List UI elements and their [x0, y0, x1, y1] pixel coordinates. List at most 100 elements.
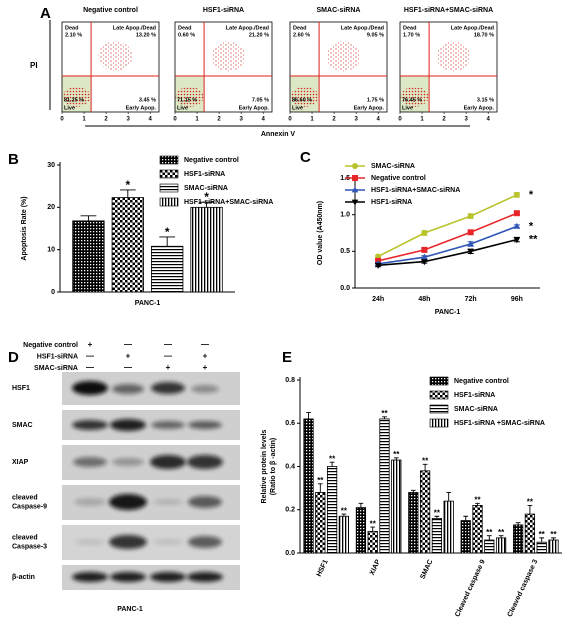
band	[112, 384, 144, 394]
significance: **	[370, 519, 377, 528]
error-bar	[486, 535, 492, 541]
bar	[460, 520, 471, 554]
marker	[467, 240, 474, 247]
error-bar	[317, 483, 323, 493]
x-tick-label: SMAC	[419, 559, 434, 581]
bar	[419, 470, 431, 554]
error-bar	[498, 535, 504, 538]
error-bar	[306, 411, 311, 419]
protein-label: cleaved	[12, 534, 38, 541]
x-tick-label: 4	[377, 117, 381, 123]
quadrant-name: Late Apop./Dead	[341, 25, 384, 31]
quadrant-value: 13.20 %	[136, 32, 156, 38]
flow-cluster	[211, 41, 246, 72]
protein-label: SMAC	[12, 422, 33, 429]
bar	[355, 507, 367, 554]
panel-label: A	[40, 5, 51, 22]
significance: **	[550, 530, 557, 539]
error-bar	[382, 416, 387, 419]
x-tick-label: 24h	[372, 296, 384, 303]
quadrant-name: Live	[292, 105, 303, 111]
x-tick-label: 96h	[511, 296, 523, 303]
band	[110, 419, 146, 431]
marker	[421, 253, 428, 260]
x-tick-label: XIAP	[369, 558, 382, 576]
y-tick-label: 0.0	[285, 550, 295, 557]
y-axis-label: PI	[30, 61, 38, 70]
bar	[303, 418, 314, 554]
error-bar	[341, 513, 347, 517]
x-tick-label: 3	[464, 117, 468, 123]
treatment-sign: —	[86, 363, 94, 372]
marker	[513, 222, 521, 229]
bar	[391, 459, 402, 554]
significance: **	[341, 506, 348, 515]
x-tick-label: HSF1	[316, 559, 330, 578]
quadrant-value: 76.45 %	[402, 97, 422, 103]
quadrant-name: Early Apop.	[126, 105, 157, 111]
y-axis-label: Relative protein levels	[261, 429, 268, 503]
band	[191, 385, 219, 393]
band	[153, 539, 183, 545]
flow-cluster	[290, 86, 319, 107]
error-bar	[198, 201, 215, 208]
error-bar	[551, 537, 556, 541]
y-axis-label: Apoptosis Rate (%)	[21, 196, 28, 260]
error-bar	[539, 537, 545, 543]
quadrant-name: Dead	[403, 25, 416, 31]
quadrant-name: Early Apop.	[239, 105, 270, 111]
band	[109, 494, 147, 510]
treatment-label: Negative control	[23, 342, 78, 349]
band	[73, 457, 107, 467]
quadrant-name: Early Apop.	[354, 105, 385, 111]
flow-frame	[289, 21, 388, 113]
x-tick-label: 1	[420, 117, 424, 123]
protein-label: Caspase-9	[12, 503, 47, 510]
y-tick-label: 1.0	[340, 212, 350, 219]
legend-label: SMAC-siRNA	[454, 406, 498, 413]
quadrant-name: Live	[402, 105, 413, 111]
band	[188, 421, 222, 429]
legend-marker	[351, 186, 359, 193]
flow-cluster	[62, 86, 91, 107]
band	[110, 572, 146, 582]
treatment-label: HSF1-siRNA	[37, 353, 78, 360]
treatment-sign: +	[126, 352, 131, 361]
western-blot	[62, 372, 240, 590]
error-bar	[434, 515, 440, 519]
band	[151, 382, 185, 394]
x-tick-label: PANC-1	[135, 300, 161, 307]
y-tick-label: 0.0	[340, 285, 350, 292]
marker	[467, 248, 474, 255]
flow-frame	[399, 21, 498, 113]
bar	[190, 206, 223, 293]
error-bar	[475, 502, 480, 506]
marker	[374, 262, 382, 269]
significance: **	[539, 530, 546, 539]
legend-swatch	[159, 155, 179, 165]
error-bar	[80, 215, 97, 221]
band	[188, 496, 222, 508]
x-tick-label: 1	[310, 117, 314, 123]
y-tick-label: 20	[47, 204, 55, 211]
band	[150, 572, 186, 582]
quadrant-value: 1.70 %	[403, 32, 420, 38]
bar	[111, 197, 144, 293]
significance: **	[527, 498, 534, 507]
legend-label: HSF1-siRNA+SMAC-siRNA	[371, 187, 460, 194]
quadrant-name: Late Apop./Dead	[451, 25, 494, 31]
band	[72, 420, 108, 430]
flow-cluster	[98, 41, 133, 72]
line	[377, 194, 518, 258]
significance: **	[486, 528, 493, 537]
bar	[472, 505, 483, 554]
error-bar	[527, 504, 533, 515]
band	[74, 498, 106, 506]
bar	[151, 245, 184, 293]
protein-label: HSF1	[12, 385, 30, 392]
x-tick-label: 2	[332, 117, 336, 123]
significance: **	[422, 457, 429, 466]
bar	[548, 539, 559, 554]
protein-label: cleaved	[12, 494, 38, 501]
legend-swatch	[429, 376, 449, 386]
